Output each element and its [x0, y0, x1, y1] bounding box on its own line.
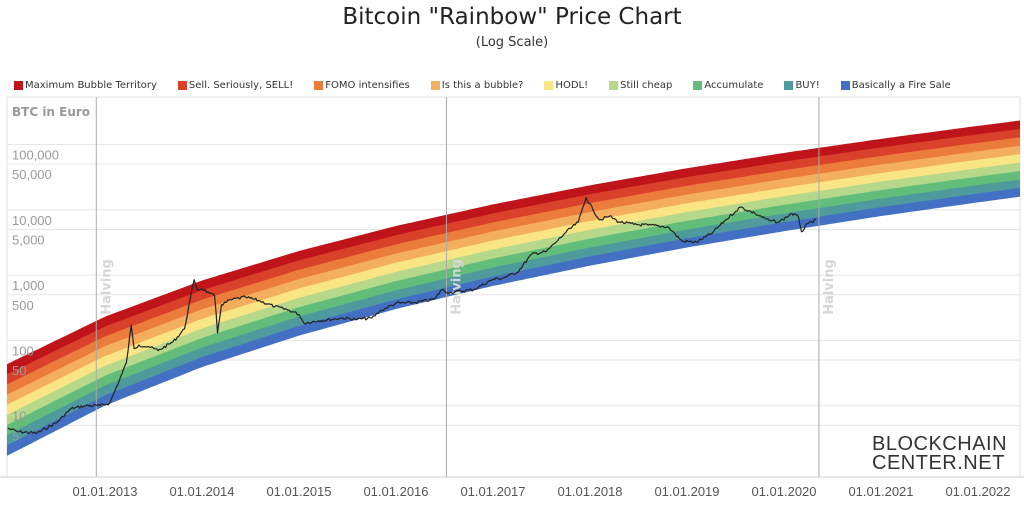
x-tick-label: 01.01.2019: [654, 484, 719, 499]
x-tick-label: 01.01.2013: [72, 484, 137, 499]
x-tick-label: 01.01.2022: [945, 484, 1010, 499]
x-tick-label: 01.01.2020: [751, 484, 816, 499]
legend-item[interactable]: Accumulate: [693, 80, 763, 91]
legend-swatch: [784, 81, 794, 90]
y-tick-label: 5: [12, 428, 19, 443]
y-tick-label: 500: [12, 298, 34, 313]
x-tick-label: 01.01.2017: [460, 484, 525, 499]
y-tick-label: 1,000: [12, 278, 45, 293]
legend-item[interactable]: Basically a Fire Sale: [840, 80, 951, 91]
legend-swatch: [177, 81, 187, 90]
halving-label: Halving: [822, 259, 837, 315]
y-tick-label: 5,000: [12, 232, 45, 247]
y-tick-label: 50,000: [12, 167, 52, 182]
legend-label: Still cheap: [620, 80, 673, 91]
x-tick-label: 01.01.2021: [848, 484, 913, 499]
x-tick-label: 01.01.2014: [169, 484, 234, 499]
legend-label: BUY!: [795, 80, 820, 91]
legend-item[interactable]: Still cheap: [609, 80, 672, 91]
y-tick-label: 10,000: [12, 213, 52, 228]
y-tick-label: 100,000: [12, 148, 59, 163]
btc-price-line: [7, 196, 817, 435]
halving-label: Halving: [99, 259, 114, 315]
y-tick-label: 100: [12, 343, 34, 358]
legend-swatch: [14, 81, 23, 90]
legend-swatch: [314, 81, 324, 90]
x-tick-label: 01.01.2015: [266, 484, 331, 499]
legend: Maximum Bubble Territory Sell. Seriously,…: [14, 80, 972, 91]
legend-label: Maximum Bubble Territory: [25, 80, 157, 91]
legend-item[interactable]: FOMO intensifies: [314, 80, 410, 91]
legend-label: Is this a bubble?: [441, 80, 524, 91]
y-axis-title: BTC in Euro: [12, 105, 90, 119]
legend-item[interactable]: Is this a bubble?: [430, 80, 524, 91]
legend-swatch: [609, 81, 619, 90]
logo-line-1: BLOCKCHAIN: [872, 433, 1008, 455]
y-tick-label: 10: [12, 409, 26, 424]
legend-item[interactable]: HODL!: [544, 80, 588, 91]
legend-swatch: [693, 81, 703, 90]
x-tick-label: 01.01.2016: [363, 484, 428, 499]
legend-item[interactable]: BUY!: [784, 80, 820, 91]
x-tick-label: 01.01.2018: [557, 484, 622, 499]
legend-item[interactable]: Sell. Seriously, SELL!: [177, 80, 294, 91]
legend-item[interactable]: Maximum Bubble Territory: [14, 80, 157, 91]
chart-subtitle: (Log Scale): [475, 35, 549, 50]
legend-label: Accumulate: [704, 80, 764, 91]
legend-label: FOMO intensifies: [325, 80, 410, 91]
legend-label: Basically a Fire Sale: [851, 80, 951, 91]
logo-line-2: CENTER.NET: [872, 452, 1005, 474]
halving-label: Halving: [449, 259, 464, 315]
legend-label: Sell. Seriously, SELL!: [188, 80, 294, 91]
legend-swatch: [430, 81, 440, 90]
blockchain-center-logo: BLOCKCHAIN CENTER.NET: [872, 433, 1008, 474]
legend-label: HODL!: [555, 80, 589, 91]
legend-swatch: [840, 81, 850, 90]
legend-swatch: [544, 81, 554, 90]
y-tick-label: 50: [12, 363, 26, 378]
chart-title: Bitcoin "Rainbow" Price Chart: [342, 4, 682, 30]
